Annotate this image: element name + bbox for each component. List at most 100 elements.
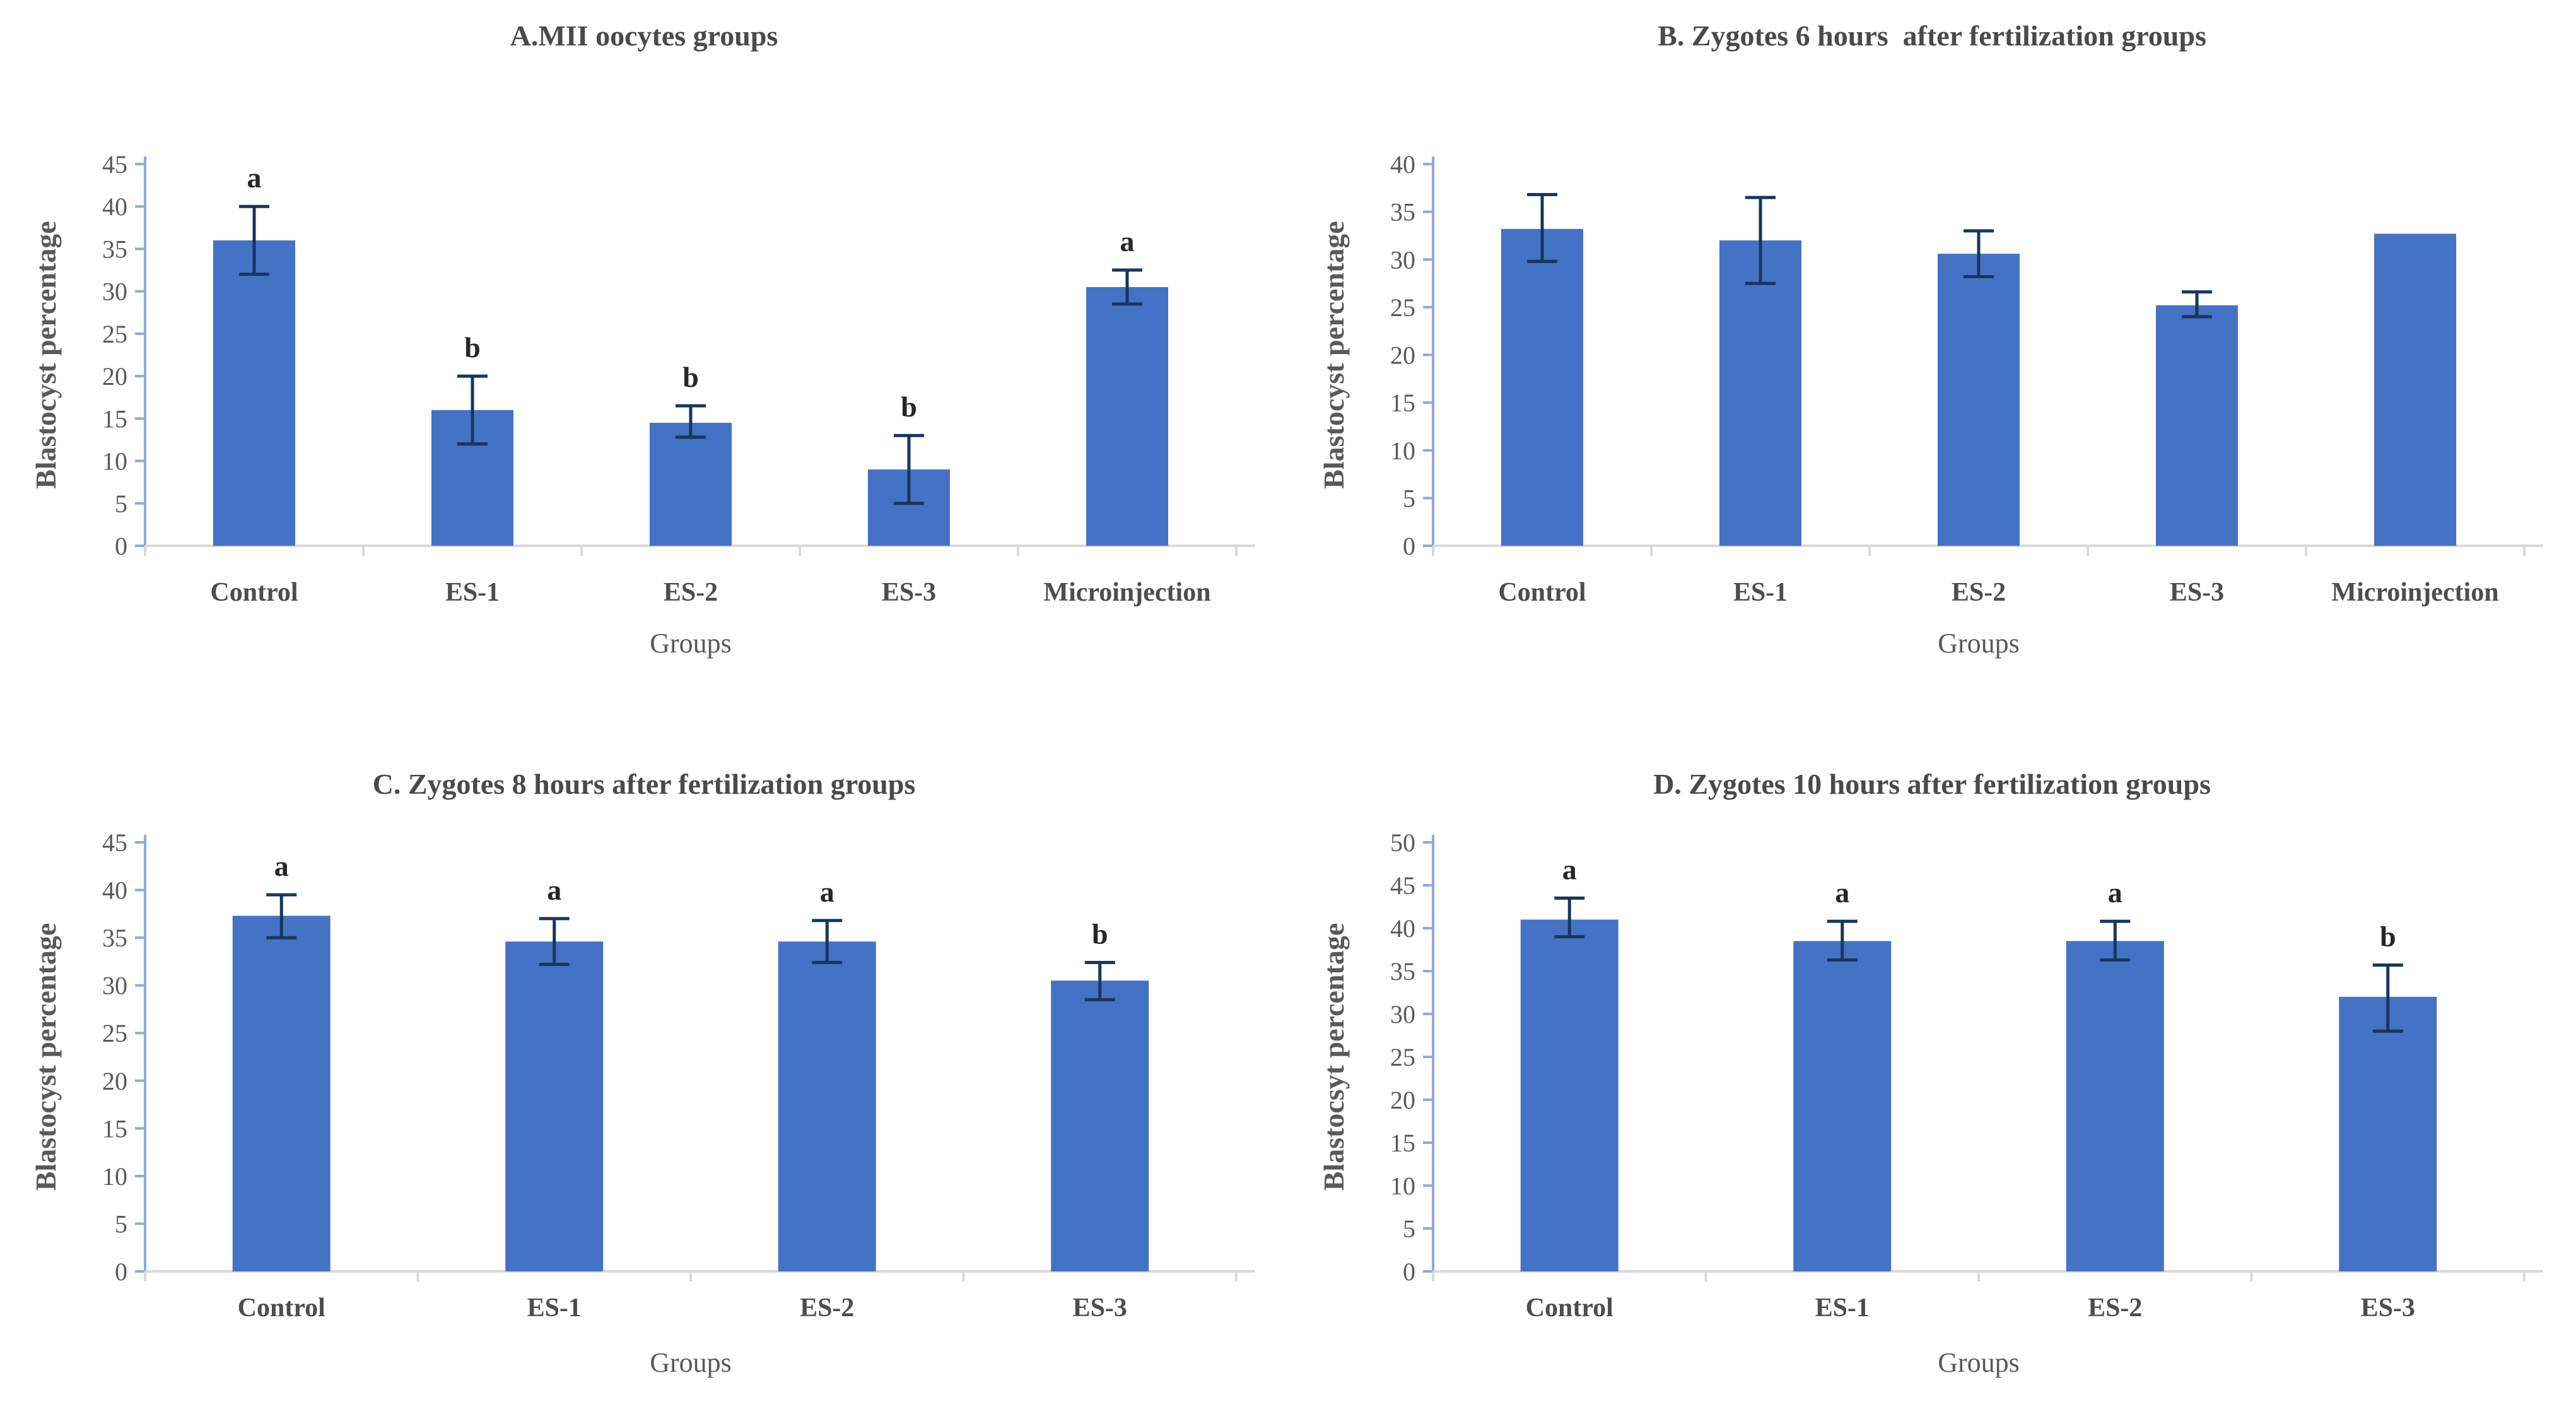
panel-c: C. Zygotes 8 hours after fertilization g… (0, 713, 1288, 1426)
category-label-control: Control (1498, 578, 1586, 607)
y-tick-label: 35 (1390, 957, 1415, 986)
bar-es-3 (2156, 305, 2238, 546)
chart-b-plot: 0 5 10 15 20 25 30 35 40 Blastocyst percentage Con… (1318, 150, 2543, 659)
y-tick-label: 20 (102, 1067, 127, 1095)
y-tick-label: 5 (1403, 484, 1415, 512)
x-axis-title: Groups (650, 628, 732, 659)
bar-es-2 (2066, 941, 2164, 1271)
category-label-es-1: ES-1 (1815, 1293, 1870, 1323)
y-tick-label: 40 (102, 876, 127, 905)
y-tick-label: 25 (1390, 293, 1415, 322)
chart-title-c: C. Zygotes 8 hours after fertilization g… (372, 768, 916, 800)
bar-microinjection (1086, 286, 1168, 546)
category-label-es-2: ES-2 (2088, 1293, 2142, 1323)
y-tick-label: 45 (102, 150, 127, 179)
y-tick-label: 15 (1390, 389, 1415, 417)
sig-letter-microinjection: a (1120, 225, 1135, 257)
y-tick-label: 10 (102, 1162, 127, 1191)
y-tick-label: 0 (1403, 532, 1415, 560)
y-tick-label: 30 (102, 278, 127, 306)
chart-c-plot: 0 5 10 15 20 25 30 35 40 45 Blastocyst percentage a… (30, 828, 1255, 1378)
sig-letter-es-2: a (2108, 876, 2122, 909)
y-tick-label: 10 (102, 447, 127, 476)
y-tick-label: 25 (102, 320, 127, 348)
y-axis-title: Blastocyst percentage (30, 923, 62, 1191)
y-tick-label: 30 (1390, 245, 1415, 274)
bar-control (232, 916, 331, 1271)
y-tick-label: 30 (1390, 1000, 1415, 1028)
y-tick-label: 40 (1390, 914, 1415, 943)
y-tick-label: 10 (1390, 1172, 1415, 1200)
category-label-control: Control (1526, 1293, 1613, 1323)
y-tick-label: 40 (102, 192, 127, 221)
chart-title-d: D. Zygotes 10 hours after fertilization … (1653, 768, 2211, 800)
category-label-es-2: ES-2 (664, 578, 718, 607)
y-tick-label: 20 (1390, 341, 1415, 370)
chart-a-plot: 0 5 10 15 20 25 30 35 40 45 Blastocyst percentage a… (30, 150, 1255, 659)
category-label-control: Control (210, 578, 298, 607)
bar-es-2 (778, 941, 876, 1271)
bar-control (1501, 228, 1583, 546)
bar-es-1 (1719, 240, 1801, 546)
y-tick-label: 5 (115, 490, 127, 518)
sig-letter-es-1: b (464, 331, 481, 363)
category-label-es-2: ES-2 (800, 1293, 854, 1323)
category-label-es-3: ES-3 (2170, 578, 2224, 607)
sig-letter-es-3: b (2380, 920, 2396, 952)
y-axis-title: Blastocsyt percentage (1318, 923, 1350, 1191)
y-tick-label: 5 (115, 1210, 127, 1238)
sig-letter-control: a (247, 162, 262, 194)
bar-es-2 (1938, 254, 2020, 546)
sig-letter-es-3: b (1092, 917, 1108, 950)
y-tick-label: 40 (1390, 150, 1415, 179)
category-label-es-1: ES-1 (527, 1293, 582, 1323)
y-tick-label: 5 (1403, 1215, 1415, 1243)
bar-es-1 (1793, 941, 1892, 1271)
y-tick-label: 20 (102, 362, 127, 391)
y-tick-label: 15 (102, 404, 127, 433)
chart-title-b: B. Zygotes 6 hours after fertilization g… (1658, 20, 2206, 52)
y-tick-label: 25 (1390, 1043, 1415, 1071)
bar-es-1 (505, 941, 604, 1271)
category-label-microinjection: Microinjection (1043, 578, 1210, 607)
chart-title-a: A.MII oocytes groups (510, 20, 778, 52)
y-tick-label: 35 (102, 235, 127, 263)
category-label-es-1: ES-1 (1733, 578, 1788, 607)
y-tick-label: 45 (1390, 871, 1415, 900)
sig-letter-control: a (274, 850, 289, 882)
y-tick-label: 50 (1390, 828, 1415, 857)
y-tick-label: 30 (102, 972, 127, 1000)
category-label-es-3: ES-3 (2361, 1293, 2415, 1323)
x-axis-title: Groups (1938, 628, 2020, 659)
sig-letter-es-2: b (682, 361, 699, 393)
y-tick-label: 25 (102, 1019, 127, 1047)
category-label-es-2: ES-2 (1952, 578, 2006, 607)
sig-letter-es-1: a (547, 874, 561, 906)
sig-letter-es-3: b (901, 391, 917, 423)
category-label-es-1: ES-1 (445, 578, 500, 607)
y-axis-title: Blastocyst percentage (30, 221, 62, 489)
y-tick-label: 0 (1403, 1258, 1415, 1286)
panel-b: B. Zygotes 6 hours after fertilization g… (1288, 0, 2576, 713)
y-tick-label: 10 (1390, 437, 1415, 465)
y-tick-label: 45 (102, 828, 127, 857)
sig-letter-es-2: a (820, 876, 834, 908)
y-tick-label: 15 (102, 1114, 127, 1143)
panel-d: D. Zygotes 10 hours after fertilization … (1288, 713, 2576, 1426)
x-axis-title: Groups (1938, 1347, 2020, 1378)
panel-a: A.MII oocytes groups 0 5 10 15 20 25 30 35 40 45 B… (0, 0, 1288, 713)
sig-letter-control: a (1562, 853, 1577, 885)
category-label-es-3: ES-3 (1073, 1293, 1127, 1323)
y-tick-label: 20 (1390, 1086, 1415, 1114)
chart-d-plot: 0 5 10 15 20 25 30 35 40 45 50 Blastocsyt percentag… (1318, 828, 2543, 1378)
y-tick-label: 35 (102, 924, 127, 952)
category-label-es-3: ES-3 (882, 578, 936, 607)
y-axis-title: Blastocyst percentage (1318, 221, 1350, 489)
bar-control (213, 240, 295, 546)
sig-letter-es-1: a (1835, 876, 1849, 909)
bar-control (1520, 919, 1619, 1271)
bar-es-2 (650, 423, 732, 546)
bar-es-3 (2339, 996, 2437, 1271)
category-label-microinjection: Microinjection (2331, 578, 2498, 607)
